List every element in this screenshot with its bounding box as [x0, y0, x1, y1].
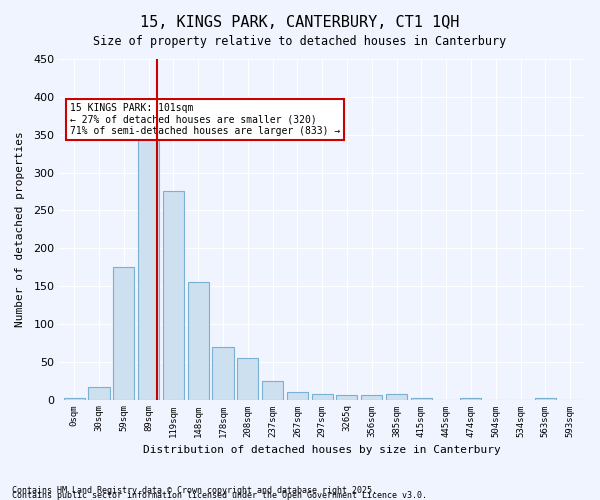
Bar	[386, 394, 407, 400]
Bar	[361, 395, 382, 400]
Bar	[535, 398, 556, 400]
Bar	[237, 358, 259, 400]
X-axis label: Distribution of detached houses by size in Canterbury: Distribution of detached houses by size …	[143, 445, 501, 455]
Bar	[460, 398, 481, 400]
Text: 15 KINGS PARK: 101sqm
← 27% of detached houses are smaller (320)
71% of semi-det: 15 KINGS PARK: 101sqm ← 27% of detached …	[70, 104, 340, 136]
Bar	[262, 382, 283, 400]
Text: Size of property relative to detached houses in Canterbury: Size of property relative to detached ho…	[94, 35, 506, 48]
Bar	[64, 398, 85, 400]
Bar	[138, 120, 159, 400]
Text: Contains HM Land Registry data © Crown copyright and database right 2025.: Contains HM Land Registry data © Crown c…	[12, 486, 377, 495]
Bar	[287, 392, 308, 400]
Bar	[113, 267, 134, 400]
Text: 15, KINGS PARK, CANTERBURY, CT1 1QH: 15, KINGS PARK, CANTERBURY, CT1 1QH	[140, 15, 460, 30]
Bar	[212, 346, 233, 400]
Bar	[188, 282, 209, 400]
Text: Contains public sector information licensed under the Open Government Licence v3: Contains public sector information licen…	[12, 491, 427, 500]
Bar	[411, 398, 432, 400]
Bar	[163, 192, 184, 400]
Bar	[88, 388, 110, 400]
Bar	[337, 395, 358, 400]
Bar	[311, 394, 332, 400]
Y-axis label: Number of detached properties: Number of detached properties	[15, 132, 25, 327]
